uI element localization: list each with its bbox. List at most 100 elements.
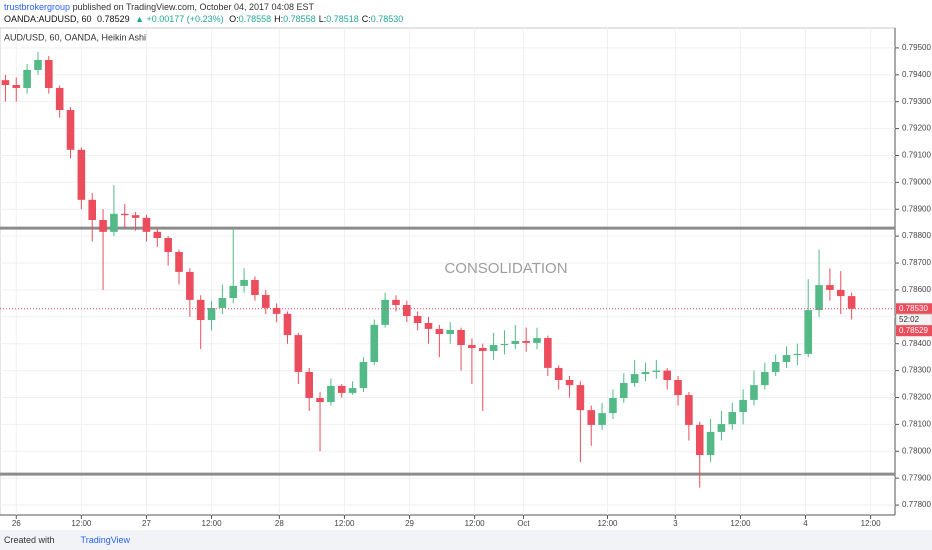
y-tick-label: 0.78100 <box>902 419 931 428</box>
x-tick-label: 12:00 <box>202 519 223 528</box>
price-tag-label: 52:02 <box>899 315 920 324</box>
candle-body <box>23 69 31 88</box>
footer-text: Created with <box>4 535 55 545</box>
candle-body <box>641 371 650 375</box>
y-tick-label: 0.79000 <box>902 177 931 186</box>
price-tag-label: 0.78529 <box>899 326 928 335</box>
symbol: OANDA:AUDUSD, 60 <box>4 14 92 24</box>
candle-body <box>695 424 704 456</box>
candle-body <box>674 380 682 396</box>
candle-body <box>750 385 758 400</box>
chart: 0.79500 0.79400 0.79300 0.79200 0.79100 0.790… <box>0 27 932 528</box>
candle-body <box>294 335 303 372</box>
x-tick-label: 3 <box>673 519 678 528</box>
ohlc-value: 0.78558 <box>283 14 316 24</box>
candle-body <box>478 348 487 351</box>
candle-body <box>468 345 476 349</box>
last-price: 0.78529 <box>97 14 130 24</box>
candle-body <box>1 80 10 86</box>
ohlc-value: 0.78530 <box>370 14 404 24</box>
y-tick-label: 0.79400 <box>902 70 931 79</box>
candle-body <box>761 371 769 386</box>
candle-body <box>240 279 248 286</box>
y-tick-label: 0.77900 <box>902 473 931 482</box>
candle-body <box>793 353 802 355</box>
candle-body <box>381 299 389 325</box>
candle-body <box>110 213 118 232</box>
candle-body <box>327 385 335 403</box>
candle-body <box>500 343 509 346</box>
footer-brand: TradingView <box>80 535 131 545</box>
candle-body <box>446 329 455 335</box>
x-tick-label: 12:00 <box>71 519 92 528</box>
x-tick-label: 4 <box>803 519 808 528</box>
candle-body <box>337 385 346 393</box>
candle-body <box>576 385 585 411</box>
candle-body <box>457 329 465 346</box>
candle-body <box>55 87 64 111</box>
y-tick-label: 0.78000 <box>902 446 931 455</box>
price-tag-box <box>896 325 932 337</box>
candle-body <box>272 307 281 314</box>
candle-body <box>207 307 216 321</box>
candle-body <box>544 338 552 368</box>
price-tag: 0.78529 <box>896 325 932 337</box>
chart-title: AUD/USD, 60, OANDA, Heikin Ashi <box>4 32 146 42</box>
y-tick-label: 0.78300 <box>902 366 931 375</box>
candle-body <box>717 424 726 432</box>
change: ▲ +0.00177 (+0.23%) <box>135 14 224 24</box>
ohlc: O:0.78558 H:0.78558 L:0.78518 C:0.78530 <box>229 14 406 24</box>
x-tick-label: 12:00 <box>465 519 486 528</box>
y-tick-label: 0.78800 <box>902 231 931 240</box>
candle-body <box>359 361 368 389</box>
author: trustbrokergroup <box>4 2 71 12</box>
candle-body <box>305 371 313 399</box>
candle-body <box>261 295 270 308</box>
candle-body <box>435 328 444 335</box>
candle-body <box>186 271 194 300</box>
price-tag-box <box>896 303 932 315</box>
x-tick-label: 12:00 <box>597 519 618 528</box>
ohlc-value: 0.78558 <box>238 14 272 24</box>
candle-body <box>630 374 639 383</box>
y-tick-label: 0.78900 <box>902 204 931 213</box>
candle-body <box>739 399 747 413</box>
y-tick-label: 0.78700 <box>902 258 931 267</box>
candle-body <box>587 410 596 425</box>
candle-body <box>196 299 205 321</box>
candle-body <box>511 341 520 344</box>
candle-body <box>826 285 834 290</box>
candle-body <box>685 395 693 425</box>
candle-body <box>120 213 129 216</box>
candle-body <box>771 361 780 372</box>
ohlc-label: O: <box>229 14 239 24</box>
candle-body <box>847 296 856 309</box>
candle-body <box>728 412 737 425</box>
candle-body <box>522 341 530 343</box>
candle-body <box>142 217 151 232</box>
annotation: CONSOLIDATION <box>444 260 567 277</box>
x-tick-label: 28 <box>275 519 284 528</box>
price-tag-label: 0.78530 <box>899 304 928 313</box>
x-tick-label: 12:00 <box>730 519 751 528</box>
candle-body <box>175 252 183 272</box>
candle-body <box>663 370 671 381</box>
candle-body <box>836 289 845 297</box>
candle-body <box>218 297 227 308</box>
candle-body <box>565 380 574 386</box>
candle-body <box>533 338 541 343</box>
candle-body <box>45 60 53 88</box>
candle-body <box>34 60 42 70</box>
candle-body <box>424 322 433 329</box>
candle-body <box>88 199 97 221</box>
y-tick-label: 0.78600 <box>902 285 931 294</box>
quote-line: OANDA:AUDUSD, 60 0.78529 ▲ +0.00177 (+0.… <box>4 14 409 24</box>
y-tick-label: 0.79100 <box>902 151 931 160</box>
x-tick-label: 12:00 <box>861 519 882 528</box>
ohlc-label: H: <box>274 14 284 24</box>
x-tick-label: Oct <box>517 519 530 528</box>
price-tag: 52:02 <box>895 313 932 326</box>
candle-body <box>131 215 140 218</box>
candle-body <box>348 388 357 393</box>
